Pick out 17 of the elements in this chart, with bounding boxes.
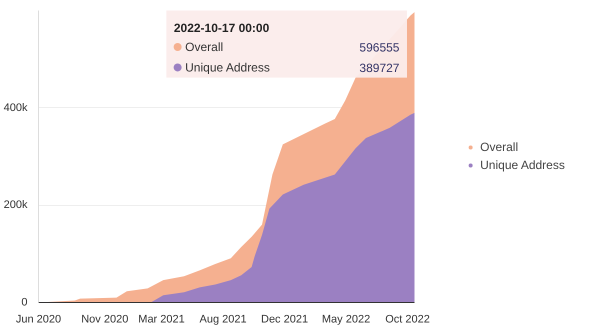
y-tick-label: 400k	[4, 102, 28, 114]
x-tick-label: Aug 2021	[199, 314, 247, 326]
legend-label: Unique Address	[185, 60, 270, 74]
x-tick-label: Dec 2021	[261, 314, 308, 326]
x-tick-label: Jun 2020	[16, 314, 62, 326]
legend-label: Overall	[185, 40, 224, 54]
x-tick-label: May 2022	[322, 314, 370, 326]
x-tick-label: Mar 2021	[138, 314, 185, 326]
annotation: 596555	[359, 40, 400, 54]
x-tick-label: Nov 2020	[81, 314, 128, 326]
annotation: 2022-10-17 00:00	[174, 21, 270, 36]
x-tick-label: Oct 2022	[385, 314, 430, 326]
text: Unique Address	[480, 158, 565, 172]
y-tick-label: 0	[21, 296, 28, 308]
y-tick-label: 200k	[4, 199, 28, 212]
annotation: 389727	[359, 60, 400, 75]
text: Overall	[480, 140, 518, 154]
